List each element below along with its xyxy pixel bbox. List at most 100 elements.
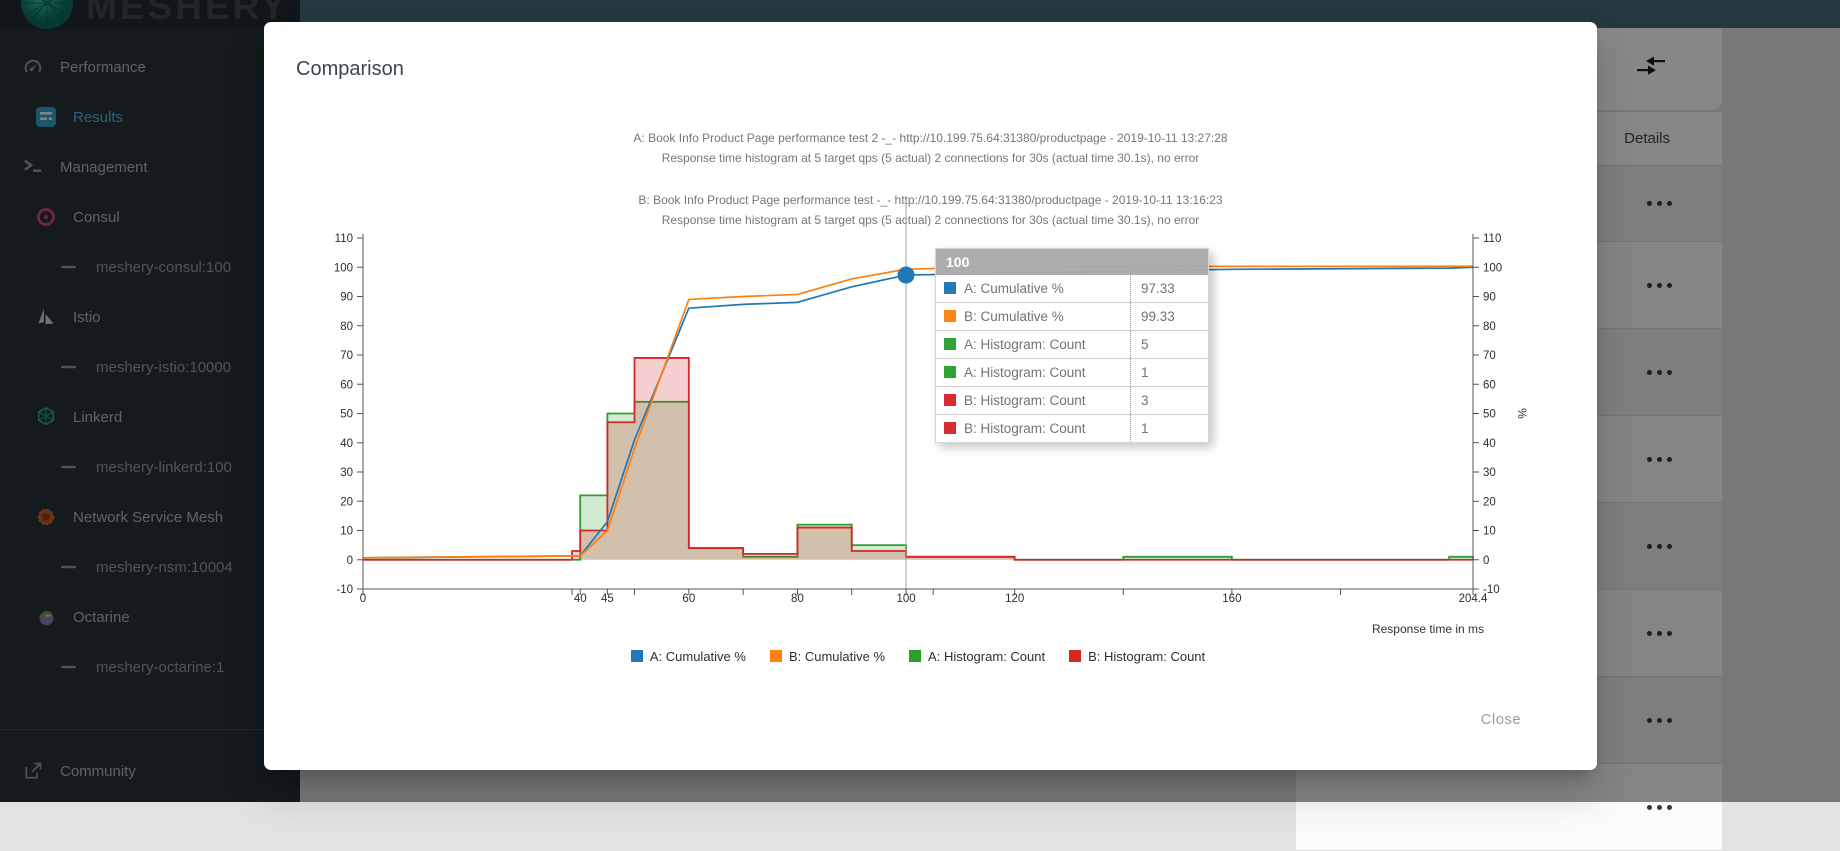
cumulative-line (362, 265, 1474, 559)
x-tick-label: 120 (1005, 593, 1024, 605)
chart-legend: A: Cumulative % B: Cumulative % A: Histogr… (363, 646, 1473, 666)
legend-item[interactable]: A: Histogram: Count (909, 649, 1045, 664)
sidebar-item-label: meshery-octarine:1 (96, 658, 225, 676)
sidebar-item-management[interactable]: Management (0, 142, 300, 192)
histogram-area (363, 357, 1473, 560)
sidebar-item-nsm[interactable]: Network Service Mesh (0, 492, 300, 542)
more-options-button[interactable] (1641, 277, 1678, 294)
tooltip-series-name: B: Cumulative % (964, 309, 1064, 324)
tooltip-table: A: Cumulative % 97.33 B: Cumulative % 99.33… (936, 275, 1208, 442)
sidebar-item-label: Results (73, 108, 124, 126)
sidebar-item-label: Consul (73, 208, 120, 226)
tooltip-title: 100 (936, 249, 1208, 275)
x-tick-label: 100 (896, 593, 915, 605)
y-tick-label-right: 30 (1483, 467, 1496, 479)
sidebar-item-consul-adapter[interactable]: meshery-consul:100 (0, 242, 300, 292)
x-tick-label: 40 (574, 593, 587, 605)
collapse-columns-button[interactable] (1634, 54, 1668, 80)
y-axis-title: % (1515, 408, 1529, 419)
more-options-button[interactable] (1641, 625, 1678, 642)
sidebar-item-results[interactable]: Results (0, 92, 300, 142)
tooltip-value: 99.33 (1130, 302, 1208, 331)
close-button[interactable]: Close (1471, 705, 1531, 734)
chart-titles: A: Book Info Product Page performance te… (264, 128, 1597, 230)
sidebar-item-nsm-adapter[interactable]: meshery-nsm:10004 (0, 542, 300, 592)
legend-item[interactable]: B: Cumulative % (769, 648, 886, 664)
cumulative-line (362, 266, 1474, 559)
chart-tooltip: 100 A: Cumulative % 97.33 B: Cumulative % 9… (935, 248, 1209, 443)
external-link-icon (20, 761, 46, 781)
more-options-button[interactable] (1641, 451, 1678, 468)
legend-item[interactable]: A: Cumulative % (630, 649, 746, 664)
chart-title-a-line1: A: Book Info Product Page performance te… (633, 131, 1228, 145)
tooltip-series-name: A: Histogram: Count (964, 337, 1086, 352)
sidebar-item-label: meshery-linkerd:100 (96, 458, 232, 476)
tooltip-row: B: Histogram: Count 1 (936, 414, 1208, 442)
x-axis-title: Response time in ms (1372, 622, 1484, 636)
y-tick-label-left: 60 (340, 379, 353, 391)
x-tick-label: 160 (1222, 593, 1241, 605)
sidebar-item-octarine-adapter[interactable]: meshery-octarine:1 (0, 642, 300, 692)
more-options-button[interactable] (1641, 712, 1678, 729)
sidebar-item-performance[interactable]: Performance (0, 42, 300, 92)
series-color-swatch (944, 394, 956, 406)
y-tick-label-left: 0 (347, 555, 353, 567)
y-tick-label-left: 110 (335, 233, 353, 245)
y-tick-label-right: 80 (1483, 321, 1496, 333)
sidebar-item-istio-adapter[interactable]: meshery-istio:10000 (0, 342, 300, 392)
sidebar-item-community[interactable]: Community (0, 746, 300, 796)
series-color-swatch (944, 282, 956, 294)
x-tick-label: 0 (360, 593, 366, 605)
tooltip-series-name: B: Histogram: Count (964, 421, 1086, 436)
brand-wordmark: MESHERY (86, 0, 289, 27)
sidebar-divider (0, 729, 300, 730)
brand-header[interactable]: MESHERY (0, 0, 300, 30)
more-options-button[interactable] (1641, 538, 1678, 555)
nsm-icon (33, 507, 59, 527)
legend-label: B: Cumulative % (788, 648, 886, 664)
y-tick-label-right: 70 (1483, 350, 1496, 362)
sidebar-item-linkerd-adapter[interactable]: meshery-linkerd:100 (0, 442, 300, 492)
y-tick-label-left: 30 (340, 467, 353, 479)
sidebar-item-label: meshery-istio:10000 (96, 358, 232, 376)
more-options-button[interactable] (1641, 195, 1678, 212)
chart-title-b-line1: B: Book Info Product Page performance te… (638, 193, 1223, 207)
meshery-logo-icon (20, 0, 74, 30)
tooltip-value: 5 (1130, 330, 1208, 359)
y-tick-label-left: 80 (340, 321, 353, 333)
y-tick-label-right: 20 (1483, 496, 1496, 508)
more-options-button[interactable] (1641, 364, 1678, 381)
results-icon (33, 107, 59, 127)
series-color-swatch (944, 366, 956, 378)
sidebar-nav: Performance Results Management Consul mesher… (0, 30, 300, 692)
legend-label: A: Histogram: Count (928, 648, 1046, 664)
tooltip-row: A: Cumulative % 97.33 (936, 275, 1208, 303)
sidebar-item-linkerd[interactable]: Linkerd (0, 392, 300, 442)
dash-icon (56, 665, 82, 669)
x-tick-label: 80 (791, 593, 804, 605)
y-tick-label-right: 90 (1483, 292, 1496, 304)
legend-item[interactable]: B: Histogram: Count (1069, 649, 1205, 664)
y-tick-label-left: 20 (340, 496, 353, 508)
legend-swatch (769, 650, 782, 662)
y-tick-label-left: -10 (336, 584, 353, 596)
y-tick-label-left: 10 (340, 526, 353, 538)
comparison-dialog: Comparison A: Book Info Product Page per… (264, 22, 1597, 770)
histogram-outline (363, 400, 1474, 561)
chart-title-a-line2: Response time histogram at 5 target qps … (661, 151, 1200, 165)
sidebar-item-label: meshery-nsm:10004 (96, 558, 233, 576)
tooltip-value: 3 (1130, 386, 1208, 415)
sidebar-item-octarine[interactable]: Octarine (0, 592, 300, 642)
sidebar: MESHERY Performance Results Management Cons… (0, 0, 300, 802)
sidebar-item-label: Management (60, 158, 148, 176)
series-color-swatch (944, 310, 956, 322)
y-tick-label-left: 40 (340, 438, 353, 450)
histogram-outline (363, 357, 1473, 561)
focus-point-marker (897, 266, 915, 284)
sidebar-item-istio[interactable]: Istio (0, 292, 300, 342)
legend-label: B: Histogram: Count (1088, 648, 1206, 664)
sidebar-item-label: Octarine (73, 608, 130, 626)
octarine-icon (33, 607, 59, 628)
sidebar-item-consul[interactable]: Consul (0, 192, 300, 242)
tooltip-value: 1 (1130, 358, 1208, 387)
